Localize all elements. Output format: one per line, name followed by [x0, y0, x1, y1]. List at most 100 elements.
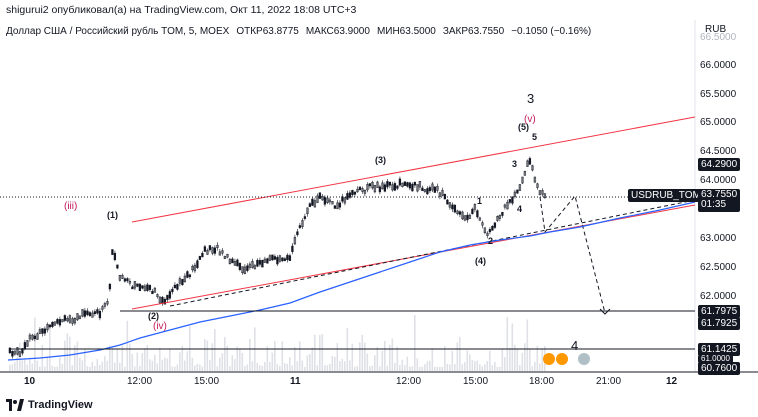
volume-bar [151, 360, 154, 371]
volume-bar [464, 362, 466, 371]
event-flag-icon [556, 353, 568, 365]
volume-bar [11, 364, 14, 371]
volume-bar [466, 350, 469, 371]
volume-bar [441, 366, 444, 371]
wave-label-v: (v) [524, 114, 536, 125]
volume-bar [526, 319, 529, 371]
volume-bar [34, 317, 36, 371]
wave-label-1: (1) [107, 210, 118, 220]
volume-bar [59, 357, 61, 371]
volume-bar [459, 336, 461, 371]
time-tick: 12:00 [396, 376, 422, 387]
volume-bar [541, 349, 544, 371]
volume-bar [219, 357, 221, 371]
volume-bar [111, 347, 114, 371]
subwave-1: 1 [477, 196, 483, 206]
volume-bar [491, 365, 494, 371]
volume-bar [154, 354, 156, 371]
volume-bar [116, 348, 119, 371]
volume-bar [504, 357, 506, 371]
candles [8, 156, 547, 359]
volume-bar [31, 363, 34, 371]
volume-bar [396, 346, 399, 371]
volume-bar [344, 361, 346, 371]
volume-bar [304, 367, 306, 371]
volume-bar [334, 356, 336, 371]
subwave-2: 2 [488, 236, 494, 246]
volume-bar [371, 365, 374, 371]
volume-bar [89, 366, 91, 371]
volume-bar [299, 341, 301, 371]
volume-bar [21, 360, 24, 371]
volume-bar [479, 364, 481, 371]
volume-bar [404, 365, 406, 371]
volume-bar [161, 359, 164, 371]
volume-bar [9, 364, 11, 371]
volume-bar [171, 366, 174, 371]
brand-name: TradingView [28, 399, 93, 411]
volume-bar [496, 366, 499, 371]
volume-bar [269, 362, 271, 371]
time-tick: 12 [666, 376, 678, 387]
volume-bar [146, 345, 149, 371]
volume-bar [179, 352, 181, 371]
volume-bar [536, 345, 539, 371]
volume-bar [476, 360, 479, 371]
volume-bar [79, 357, 81, 371]
volume-bar [534, 361, 536, 371]
volume-bar [356, 366, 359, 371]
volume-bar [84, 348, 86, 371]
symbol-price-tag[interactable]: USDRUB_TOM [628, 189, 704, 202]
volume-bar [141, 353, 144, 371]
volume-bar [439, 366, 441, 371]
volume-bar [319, 335, 321, 371]
volume-bar [184, 360, 186, 371]
volume-bar [509, 348, 511, 371]
volume-bar [246, 364, 249, 371]
volume-bar [244, 366, 246, 371]
volume-bar [324, 365, 326, 371]
volume-bar [241, 352, 244, 371]
volume-bar [461, 364, 464, 371]
volume-bar [126, 320, 129, 371]
volume-bar [316, 365, 319, 371]
currency-label[interactable]: RUB [705, 24, 727, 35]
volume-bar [124, 366, 126, 371]
volume-bar [291, 365, 294, 371]
subwave-3: 3 [512, 159, 518, 169]
volume-bar [484, 364, 486, 371]
volume-bar [511, 323, 514, 371]
symbol-name[interactable]: Доллар США / Российский рубль TOM, 5, MO… [6, 26, 230, 37]
volume-bar [119, 362, 121, 371]
time-tick: 18:00 [529, 376, 555, 387]
volume-bar [259, 365, 261, 371]
volume-bar [374, 355, 376, 371]
price-tick: 64.0000 [700, 175, 737, 186]
high-price-tag: 64.2900 [698, 158, 741, 171]
level-tag-2: 61.7925 [698, 317, 741, 330]
volume-bar [231, 355, 234, 371]
volume-bar [306, 355, 309, 371]
price-tick: 65.5000 [700, 89, 737, 100]
volume-bar [446, 363, 449, 371]
volume-bar [401, 359, 404, 371]
volume-bar [286, 363, 289, 371]
volume-bar [99, 365, 101, 371]
price-tick: 64.5000 [700, 146, 737, 157]
volume-bar [271, 352, 274, 371]
volume-bar [39, 366, 41, 371]
volume-bar [261, 365, 264, 371]
volume-bar [149, 359, 151, 371]
wave-label-2: (2) [148, 311, 159, 321]
volume-bar [434, 366, 436, 371]
volume-bar [431, 348, 434, 371]
volume-bar [234, 359, 236, 371]
wave-label-4: (4) [475, 256, 486, 266]
tradingview-logo[interactable]: TradingView [6, 399, 93, 411]
volume-bar [139, 365, 141, 371]
volume-bar [114, 362, 116, 371]
level-tag-3: 61.1425 [698, 343, 741, 356]
volume-bar [414, 315, 416, 371]
volume-bar [136, 352, 139, 371]
